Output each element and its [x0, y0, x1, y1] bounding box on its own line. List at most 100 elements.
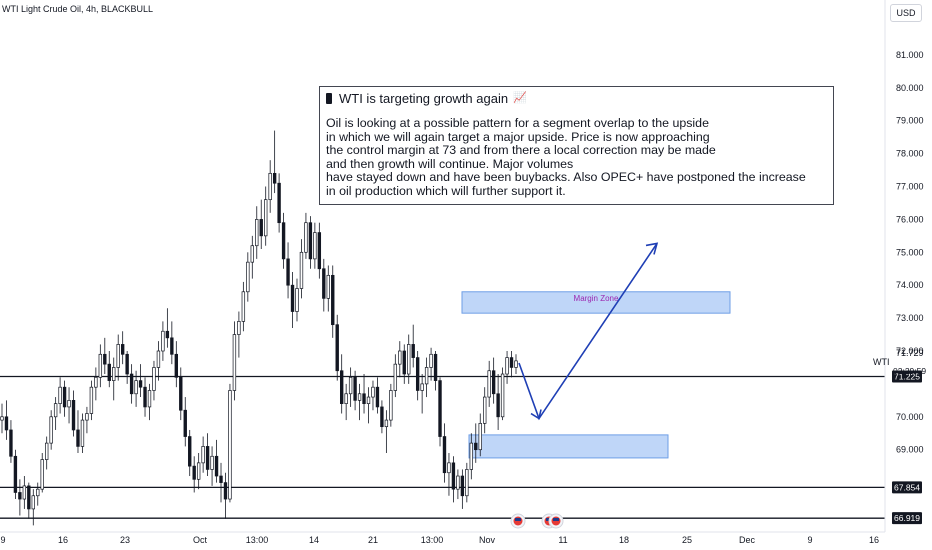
- time-tick-label: 25: [682, 535, 692, 545]
- candle: [384, 410, 389, 453]
- candle: [18, 479, 22, 516]
- candle: [98, 344, 103, 388]
- candle: [335, 314, 339, 381]
- candle: [514, 354, 518, 375]
- price-tick-label: 75.000: [896, 247, 924, 257]
- candle: [299, 239, 304, 299]
- candle: [116, 334, 120, 381]
- time-tick-label: 9: [807, 535, 812, 545]
- note-line: in oil production which will further sup…: [326, 183, 566, 198]
- candle: [27, 482, 31, 519]
- last-price-countdown: 02:29:59: [893, 366, 926, 376]
- price-tick-label: 74.000: [896, 280, 924, 290]
- candle: [85, 406, 89, 434]
- candle: [353, 370, 357, 411]
- candle: [415, 351, 420, 401]
- time-tick-label: 18: [619, 535, 629, 545]
- levels-layer: [0, 375, 885, 519]
- candle: [496, 374, 500, 430]
- candle: [205, 433, 210, 477]
- candle: [407, 334, 411, 384]
- candle: [232, 321, 237, 401]
- price-tick-label: 72.000: [896, 346, 924, 356]
- candle: [210, 446, 214, 486]
- candle: [474, 423, 478, 463]
- candle: [112, 357, 116, 401]
- candle: [94, 367, 98, 401]
- candle: [255, 206, 259, 259]
- level-price-label: 66.919: [894, 513, 920, 523]
- candle: [188, 429, 192, 477]
- candle: [304, 212, 308, 259]
- time-tick-label: 9: [0, 535, 5, 545]
- note-title-row: WTI is targeting growth again 📈: [326, 91, 827, 106]
- candle: [281, 212, 286, 269]
- candle: [456, 469, 460, 500]
- candle: [290, 272, 295, 328]
- candle: [424, 357, 429, 398]
- candle: [241, 281, 246, 332]
- candle: [62, 380, 67, 417]
- candle: [80, 413, 85, 453]
- candle: [451, 456, 456, 503]
- arrow-head-icon: [530, 409, 542, 420]
- candle: [13, 449, 18, 500]
- price-zone[interactable]: [468, 434, 669, 459]
- candle: [317, 222, 322, 279]
- time-tick-label: 14: [309, 535, 319, 545]
- candle: [505, 351, 509, 384]
- candle: [152, 360, 156, 401]
- price-axis[interactable]: 81.000 80.000 79.000 78.000 77.000 76.000 75.0…: [896, 50, 924, 455]
- candle: [487, 360, 491, 407]
- candle: [286, 242, 290, 299]
- candle: [58, 377, 62, 414]
- time-tick-label: 11: [558, 535, 567, 545]
- level-price-label: 67.854: [894, 482, 920, 492]
- time-tick-label: 16: [58, 535, 68, 545]
- candle: [223, 472, 228, 519]
- candle: [250, 235, 254, 279]
- candle: [170, 321, 174, 365]
- flag-icon[interactable]: [510, 513, 526, 529]
- candle: [348, 367, 353, 407]
- candle: [53, 397, 58, 430]
- candle: [483, 387, 487, 434]
- price-zone[interactable]: [461, 291, 731, 314]
- last-price-symbol: WTI: [873, 357, 890, 367]
- candle: [22, 476, 27, 509]
- candle: [438, 377, 442, 447]
- price-tick-label: 80.000: [896, 83, 924, 93]
- time-axis[interactable]: 9 16 23 Oct 13:00 14 21 13:00 Nov 11 18 25 Dec 9 16: [0, 535, 879, 545]
- time-tick-label: 13:00: [246, 535, 269, 545]
- candle: [259, 199, 263, 250]
- candle: [277, 173, 281, 233]
- projection-layer[interactable]: [518, 242, 659, 421]
- currency-button[interactable]: USD: [890, 4, 922, 22]
- candle: [147, 383, 152, 421]
- price-tick-label: 77.000: [896, 182, 924, 192]
- candle: [161, 321, 165, 361]
- candle: [228, 383, 232, 503]
- note-body: Oil is looking at a possible pattern for…: [326, 116, 827, 199]
- time-tick-label: 21: [368, 535, 378, 545]
- candle: [371, 380, 375, 411]
- candle: [491, 357, 496, 404]
- candle: [465, 462, 469, 503]
- bar-icon: [326, 93, 332, 104]
- flag-icon[interactable]: [548, 513, 564, 529]
- price-tick-label: 79.000: [896, 116, 924, 126]
- candle: [402, 344, 406, 384]
- price-tick-label: 78.000: [896, 149, 924, 159]
- candle: [0, 403, 4, 434]
- candle: [201, 436, 205, 473]
- time-tick-label: Oct: [193, 535, 208, 545]
- candle: [76, 410, 80, 453]
- candle: [366, 387, 371, 424]
- candle: [447, 452, 451, 496]
- level-price-badge: [892, 370, 922, 383]
- event-markers[interactable]: [510, 513, 564, 529]
- candle: [196, 452, 201, 490]
- candle: [219, 462, 223, 503]
